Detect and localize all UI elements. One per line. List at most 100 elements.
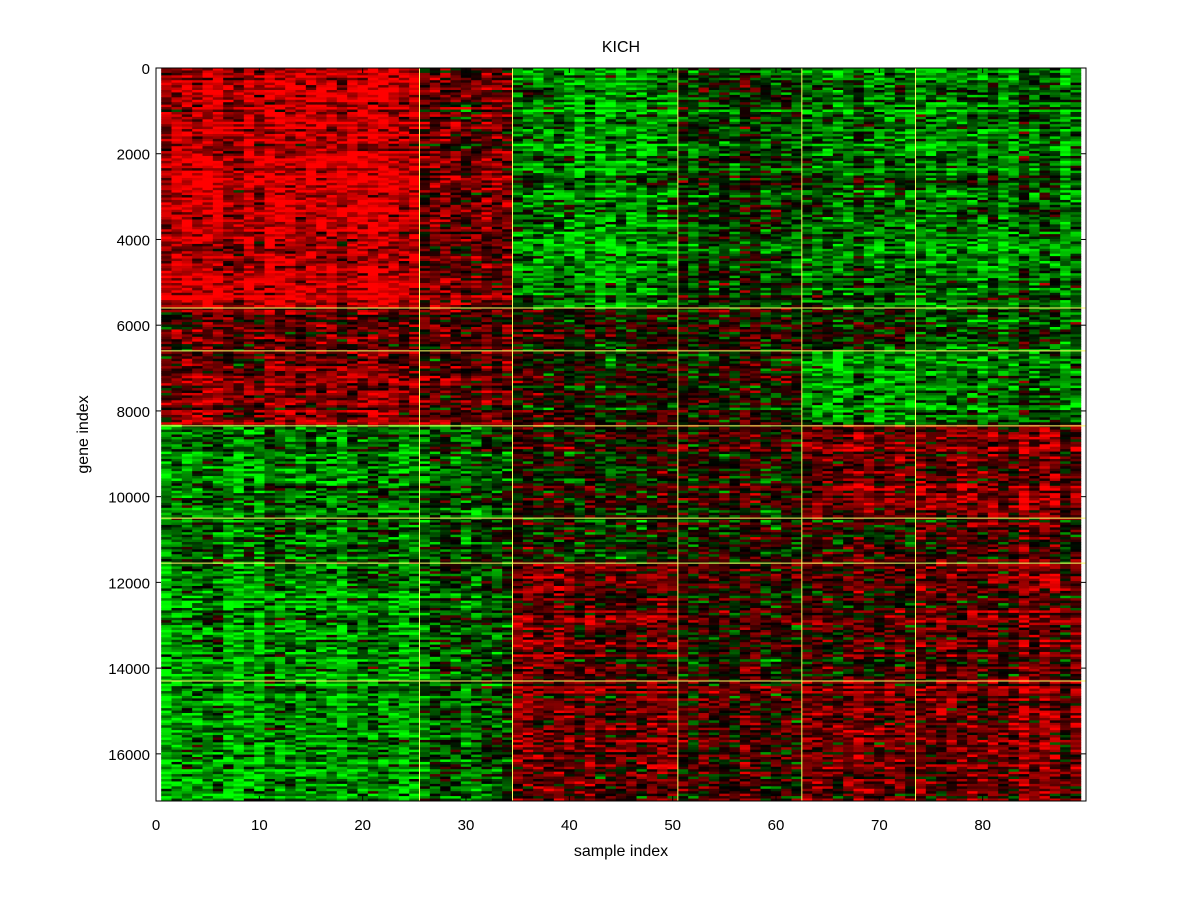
heatmap-cell (1049, 129, 1061, 132)
heatmap-cell (636, 158, 648, 162)
heatmap-cell (491, 109, 503, 113)
heatmap-cell (584, 97, 596, 101)
heatmap-cell (316, 151, 327, 154)
heatmap-cell (326, 190, 338, 194)
heatmap-cell (564, 119, 575, 123)
heatmap-cell (894, 158, 906, 162)
heatmap-cell (915, 82, 927, 86)
heatmap-cell (626, 97, 637, 101)
heatmap-cell (212, 151, 224, 154)
heatmap-cell (233, 177, 245, 181)
heatmap-cell (471, 163, 482, 167)
heatmap-cell (223, 80, 234, 84)
heatmap-cell (181, 160, 193, 164)
heatmap-cell (688, 202, 699, 206)
heatmap-cell (388, 99, 400, 103)
heatmap-cell (832, 136, 844, 140)
heatmap-cell (657, 102, 668, 106)
heatmap-cell (471, 170, 482, 174)
heatmap-cell (843, 173, 854, 176)
heatmap-cell (553, 116, 565, 120)
heatmap-cell (729, 68, 741, 71)
heatmap-cell (822, 114, 834, 118)
heatmap-cell (1008, 114, 1020, 118)
heatmap-cell (243, 102, 255, 106)
heatmap-cell (956, 155, 968, 159)
heatmap-cell (574, 138, 586, 142)
heatmap-cell (502, 97, 513, 101)
heatmap-cell (843, 94, 854, 98)
heatmap-cell (171, 148, 183, 152)
heatmap-cell (254, 153, 265, 157)
heatmap-cell (977, 102, 989, 106)
heatmap-cell (646, 133, 658, 137)
heatmap-cell (336, 131, 348, 135)
heatmap-cell (233, 136, 245, 140)
heatmap-cell (760, 99, 772, 103)
heatmap-cell (305, 82, 317, 86)
heatmap-cell (781, 107, 792, 110)
heatmap-cell (460, 153, 472, 157)
heatmap-cell (595, 70, 606, 74)
heatmap-cell (326, 111, 338, 115)
heatmap-cell (1039, 121, 1051, 125)
heatmap-cell (522, 163, 534, 167)
heatmap-cell (915, 116, 927, 120)
heatmap-cell (636, 190, 648, 194)
heatmap-cell (812, 124, 823, 128)
heatmap-cell (791, 202, 803, 206)
heatmap-cell (161, 85, 172, 88)
heatmap-cell (336, 119, 348, 123)
heatmap-cell (636, 165, 648, 169)
heatmap-cell (522, 133, 534, 137)
heatmap-cell (874, 143, 885, 147)
heatmap-cell (254, 77, 265, 81)
heatmap-cell (1029, 72, 1040, 76)
heatmap-cell (1060, 199, 1071, 203)
heatmap-cell (522, 173, 534, 176)
heatmap-cell (1049, 111, 1061, 115)
heatmap-cell (936, 160, 947, 164)
heatmap-cell (574, 141, 586, 145)
heatmap-cell (739, 104, 751, 108)
heatmap-cell (295, 151, 307, 154)
heatmap-cell (522, 92, 534, 96)
heatmap-cell (719, 148, 730, 152)
heatmap-cell (450, 195, 462, 198)
heatmap-cell (791, 153, 803, 157)
heatmap-cell (316, 165, 327, 169)
heatmap-cell (264, 126, 276, 130)
heatmap-cell (1039, 133, 1051, 137)
heatmap-cell (429, 131, 441, 135)
heatmap-cell (987, 168, 999, 172)
heatmap-cell (522, 121, 534, 125)
heatmap-cell (750, 195, 761, 198)
heatmap-cell (770, 109, 782, 113)
heatmap-cell (667, 148, 679, 152)
heatmap-cell (440, 165, 451, 169)
heatmap-cell (491, 89, 503, 93)
heatmap-cell (223, 89, 234, 93)
heatmap-cell (688, 114, 699, 118)
heatmap-cell (429, 109, 441, 113)
heatmap-cell (522, 80, 534, 84)
heatmap-cell (295, 116, 307, 120)
heatmap-cell (202, 173, 214, 176)
heatmap-cell (1018, 202, 1030, 206)
heatmap-cell (243, 68, 255, 71)
heatmap-cell (698, 182, 710, 186)
heatmap-cell (822, 202, 834, 206)
heatmap-cell (636, 148, 648, 152)
heatmap-cell (181, 126, 193, 130)
heatmap-cell (243, 85, 255, 88)
heatmap-cell (264, 175, 276, 179)
heatmap-cell (574, 187, 586, 191)
heatmap-cell (615, 75, 627, 79)
heatmap-cell (677, 99, 689, 103)
heatmap-cell (595, 197, 606, 201)
heatmap-cell (770, 131, 782, 135)
heatmap-cell (812, 148, 823, 152)
heatmap-cell (615, 68, 627, 71)
heatmap-cell (574, 80, 586, 84)
heatmap-cell (781, 72, 792, 76)
